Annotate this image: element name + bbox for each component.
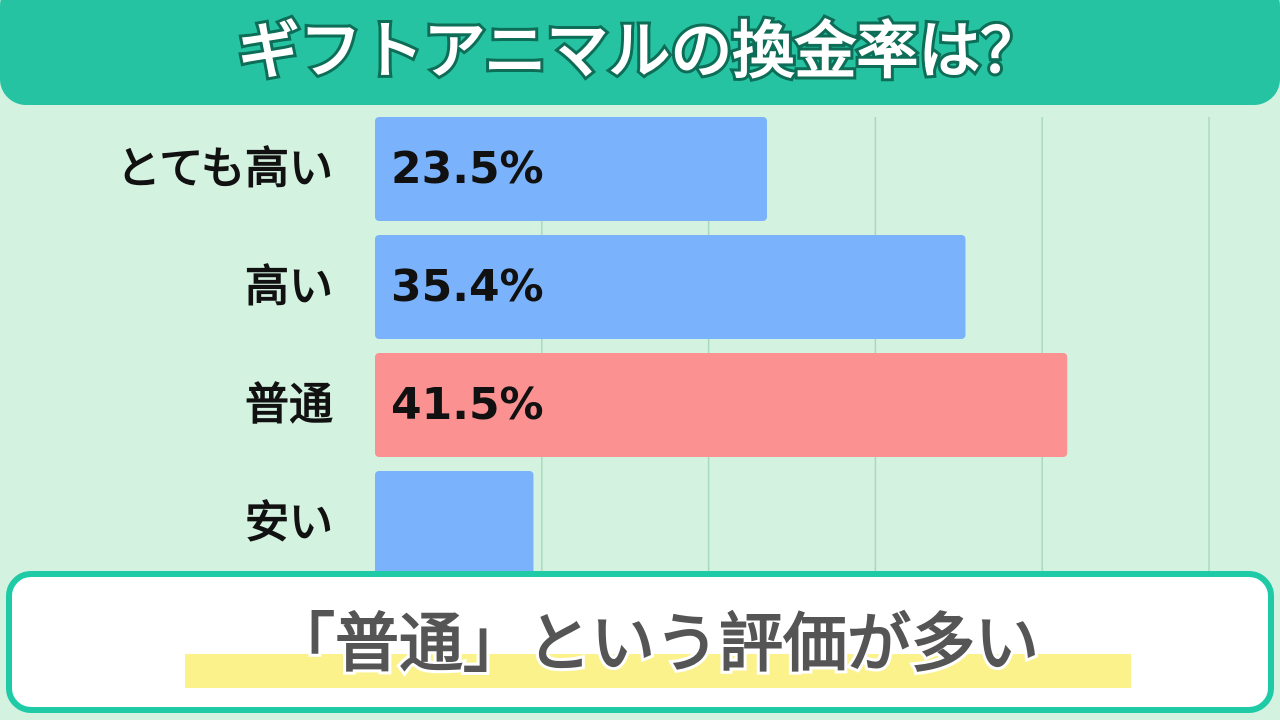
value-label: 41.5% bbox=[391, 379, 544, 430]
highlight bbox=[185, 654, 1131, 688]
annotation: 「普通」という評価が多い bbox=[271, 608, 1039, 682]
plot-area: とても高い 23.5% 高い 35.4% 普通 41.5% 安い bbox=[117, 117, 1210, 575]
y-tick-label: 安い bbox=[245, 497, 333, 548]
bar bbox=[375, 235, 966, 339]
bar bbox=[375, 471, 534, 575]
value-label: 23.5% bbox=[391, 143, 544, 194]
bar bbox=[375, 353, 1068, 457]
chart-title: ギフトアニマルの換金率は？ bbox=[238, 14, 1043, 87]
title-banner bbox=[0, 0, 1280, 105]
y-tick-label: 高い bbox=[245, 261, 333, 312]
bar bbox=[375, 117, 767, 221]
y-tick-label: 普通 bbox=[245, 379, 333, 430]
y-tick-label: とても高い bbox=[117, 143, 333, 194]
value-label: 35.4% bbox=[391, 261, 544, 312]
